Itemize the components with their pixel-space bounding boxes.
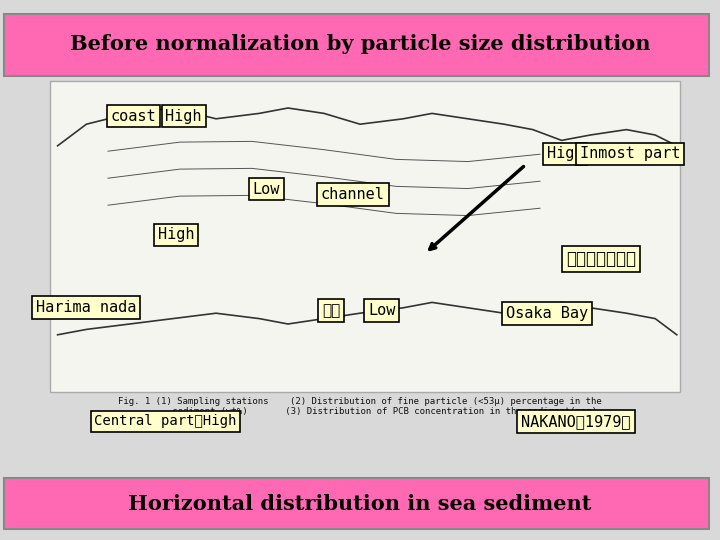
- Text: Horizontal distribution in sea sediment: Horizontal distribution in sea sediment: [128, 494, 592, 514]
- Text: Fig. 1 (1) Sampling stations    (2) Distribution of fine particle (<53μ) percent: Fig. 1 (1) Sampling stations (2) Distrib…: [118, 397, 602, 416]
- FancyBboxPatch shape: [4, 478, 709, 529]
- Text: Central part：High: Central part：High: [94, 414, 237, 428]
- Text: Osaka Bay: Osaka Bay: [506, 306, 588, 321]
- Text: Harima nada: Harima nada: [36, 300, 137, 315]
- Text: Low: Low: [253, 181, 280, 197]
- Text: NAKANO（1979）: NAKANO（1979）: [521, 414, 631, 429]
- Text: Low: Low: [368, 303, 395, 318]
- Text: Inmost part: Inmost part: [580, 146, 680, 161]
- Text: 鳳門: 鳳門: [322, 303, 341, 318]
- Text: coast: coast: [110, 109, 156, 124]
- Text: High: High: [547, 146, 583, 161]
- FancyBboxPatch shape: [4, 14, 709, 76]
- Text: channel: channel: [321, 187, 384, 202]
- Text: High: High: [166, 109, 202, 124]
- Text: Before normalization by particle size distribution: Before normalization by particle size di…: [70, 34, 650, 55]
- Text: 濃度の単調減少: 濃度の単調減少: [566, 250, 636, 268]
- Text: High: High: [158, 227, 194, 242]
- FancyBboxPatch shape: [50, 81, 680, 392]
